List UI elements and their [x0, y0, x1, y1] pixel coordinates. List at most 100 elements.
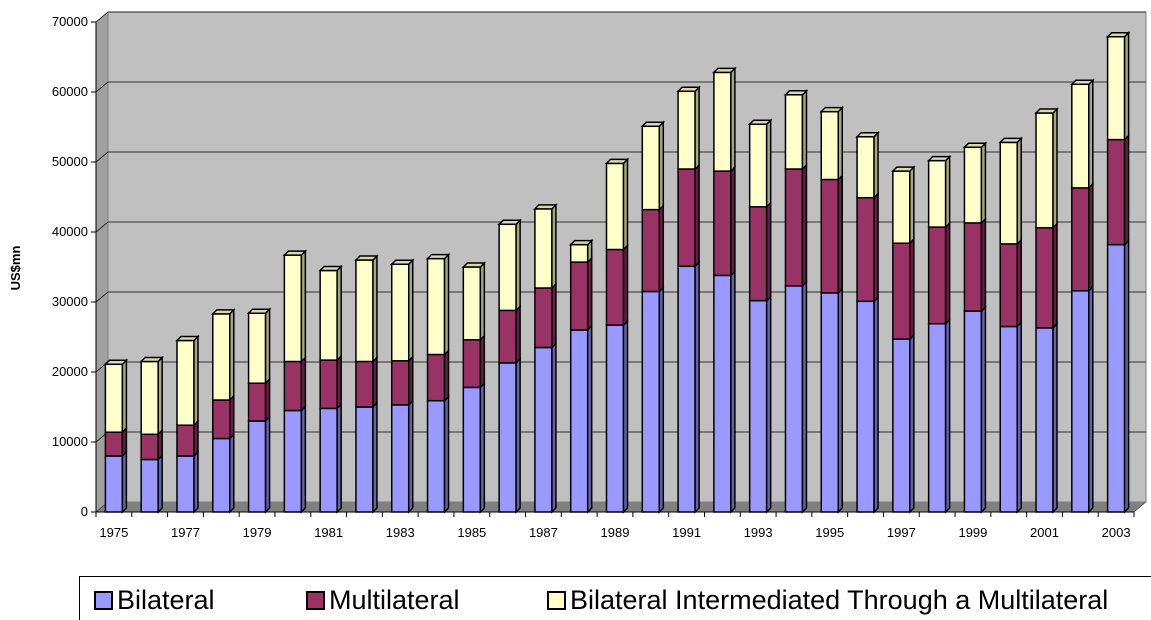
bar-front	[713, 274, 732, 513]
bar-front	[176, 424, 195, 457]
x-tick-label: 1999	[958, 525, 987, 540]
bar-top	[783, 90, 809, 96]
bar-side	[1123, 30, 1130, 142]
bar-front	[820, 110, 840, 181]
bar-top	[1034, 108, 1059, 114]
bar-side	[407, 258, 414, 363]
bar-segment	[176, 419, 199, 458]
bar-side	[264, 377, 271, 423]
legend-label-intermediated: Bilateral Intermediated Through a Multil…	[570, 585, 1109, 615]
bar-segment	[1069, 78, 1095, 190]
bar-front	[1071, 83, 1090, 189]
bar-front	[677, 90, 696, 170]
bar-front	[748, 299, 768, 513]
bar-segment	[1071, 284, 1094, 514]
bar-segment	[1105, 30, 1131, 142]
bar-segment	[819, 105, 845, 182]
bar-front	[498, 223, 517, 312]
bar-front	[319, 407, 338, 513]
bar-side	[193, 450, 199, 514]
bar-segment	[998, 136, 1024, 246]
bar-side	[300, 249, 307, 364]
bar-segment	[677, 163, 700, 269]
bar-segment	[462, 333, 486, 390]
bar-top	[747, 119, 773, 125]
bar-side	[837, 173, 844, 295]
bar-segment	[892, 333, 915, 514]
bar-side	[658, 203, 665, 294]
bar-side	[944, 154, 951, 229]
bar-segment	[641, 285, 665, 514]
bar-side	[909, 237, 915, 341]
bar-segment	[498, 357, 521, 514]
bar-side	[765, 200, 772, 303]
bar-side	[694, 260, 700, 514]
bar-front	[1035, 112, 1054, 229]
bar-side	[1052, 221, 1058, 330]
bar-front	[927, 159, 947, 228]
bar-side	[1016, 136, 1022, 246]
bar-segment	[139, 355, 165, 437]
bar-side	[873, 130, 879, 200]
bar-side	[586, 324, 593, 514]
bar-top	[389, 259, 415, 265]
bar-top	[139, 356, 165, 363]
bar-front	[892, 170, 911, 244]
bar-front	[212, 313, 231, 401]
bar-front	[1106, 138, 1126, 246]
bar-segment	[713, 269, 736, 514]
bar-front	[927, 226, 947, 325]
bar-front	[963, 146, 983, 224]
bar-side	[1123, 238, 1130, 514]
bar-segment	[677, 260, 700, 514]
bar-segment	[713, 165, 736, 278]
bar-segment	[534, 282, 557, 350]
bar-side	[909, 333, 915, 514]
legend-swatch-bilateral	[94, 591, 113, 610]
bar-side	[801, 163, 808, 288]
bar-segment	[676, 85, 701, 171]
bar-side	[1088, 78, 1094, 190]
bar-top	[318, 265, 343, 272]
bar-front	[426, 353, 446, 402]
bar-front	[283, 409, 303, 513]
bar-segment	[962, 141, 988, 225]
bar-top	[891, 166, 916, 172]
bar-segment	[1035, 221, 1058, 330]
bar-top	[497, 219, 522, 226]
bar-side	[801, 88, 808, 171]
bar-segment	[390, 399, 414, 514]
bar-front	[641, 208, 661, 293]
bar-side	[1052, 322, 1058, 514]
bar-side	[121, 450, 128, 514]
bar-front	[999, 243, 1018, 328]
bar-segment	[425, 252, 451, 357]
bar-front	[1106, 35, 1126, 141]
x-tick-label: 1987	[529, 525, 558, 540]
bar-top	[676, 86, 701, 93]
bar-side	[730, 66, 736, 173]
bar-front	[534, 287, 553, 349]
bar-front	[498, 362, 517, 513]
bar-side	[551, 203, 557, 290]
y-tick-label: 50000	[52, 154, 88, 169]
bar-top	[282, 250, 308, 256]
bar-front	[283, 254, 303, 363]
bar-front	[1035, 327, 1054, 513]
bar-top	[425, 253, 451, 260]
bar-top	[354, 255, 379, 261]
bar-top	[210, 309, 236, 315]
bar-side	[407, 354, 414, 407]
bar-front	[641, 290, 661, 513]
bar-side	[372, 401, 378, 514]
bar-segment	[999, 238, 1022, 329]
bar-front	[534, 346, 553, 513]
bar-front	[176, 455, 195, 513]
bar-front	[963, 310, 983, 513]
y-tick-label: 60000	[52, 84, 88, 99]
bar-side	[837, 105, 844, 182]
bar-front	[713, 170, 732, 277]
bar-segment	[103, 358, 129, 435]
bar-front	[355, 406, 374, 513]
bar-side	[515, 218, 521, 313]
